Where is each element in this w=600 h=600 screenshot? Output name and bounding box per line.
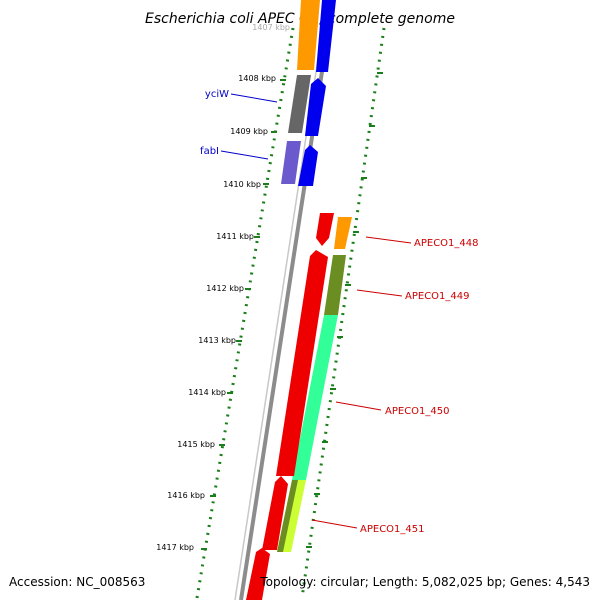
kbp-label: 1408 kbp (238, 74, 276, 83)
gene-label[interactable]: APECO1_451 (360, 524, 425, 535)
gene-apeco1-448-arrow[interactable] (316, 213, 334, 246)
gene-arrow-blue[interactable] (316, 0, 336, 72)
gene-label[interactable]: APECO1_450 (385, 406, 450, 417)
leader-line-fabi (220, 150, 269, 160)
gene-red-long-1[interactable] (276, 250, 328, 476)
gene-arrow-orange[interactable] (297, 0, 320, 70)
inner-ticks (201, 79, 286, 550)
kbp-label: 1407 kbp (252, 23, 290, 32)
topology-text: Topology: circular; Length: 5,082,025 bp… (259, 575, 590, 589)
kbp-label: 1413 kbp (198, 336, 236, 345)
gene-yciw-arrow[interactable] (305, 78, 326, 136)
leader-line-yciw (230, 93, 278, 103)
kbp-label: 1415 kbp (177, 440, 215, 449)
gene-apeco1-449-olive[interactable] (324, 255, 346, 315)
kbp-label: 1412 kbp (206, 284, 244, 293)
accession-text: Accession: NC_008563 (9, 575, 145, 589)
gene-apeco1-448-orange[interactable] (334, 217, 352, 249)
kbp-label: 1417 kbp (156, 543, 194, 552)
inner-tick-ring (195, 27, 295, 599)
gene-red-2[interactable] (262, 476, 288, 550)
kbp-label: 1409 kbp (230, 127, 268, 136)
leader-line-apeco1-448 (365, 236, 412, 244)
gene-fabi-purple[interactable] (281, 141, 301, 184)
gene-apeco1-450-mint[interactable] (292, 315, 338, 480)
gene-label[interactable]: fabI (200, 146, 219, 157)
kbp-label: 1414 kbp (188, 388, 226, 397)
gene-yciw-gray[interactable] (288, 75, 311, 133)
leader-line-apeco1-449 (356, 289, 403, 297)
gene-label[interactable]: yciW (205, 89, 229, 100)
gene-apeco1-451-olive-edge[interactable] (277, 480, 298, 552)
leader-line-apeco1-450 (335, 401, 382, 411)
gene-label[interactable]: APECO1_449 (405, 291, 470, 302)
outer-ticks (306, 72, 383, 548)
gene-fabi-arrow[interactable] (298, 145, 318, 186)
leader-line-apeco1-451 (311, 519, 358, 529)
gene-label[interactable]: APECO1_448 (414, 238, 479, 249)
kbp-label: 1416 kbp (167, 491, 205, 500)
gene-red-3[interactable] (246, 548, 270, 600)
kbp-label: 1410 kbp (223, 180, 261, 189)
kbp-label: 1411 kbp (216, 232, 254, 241)
